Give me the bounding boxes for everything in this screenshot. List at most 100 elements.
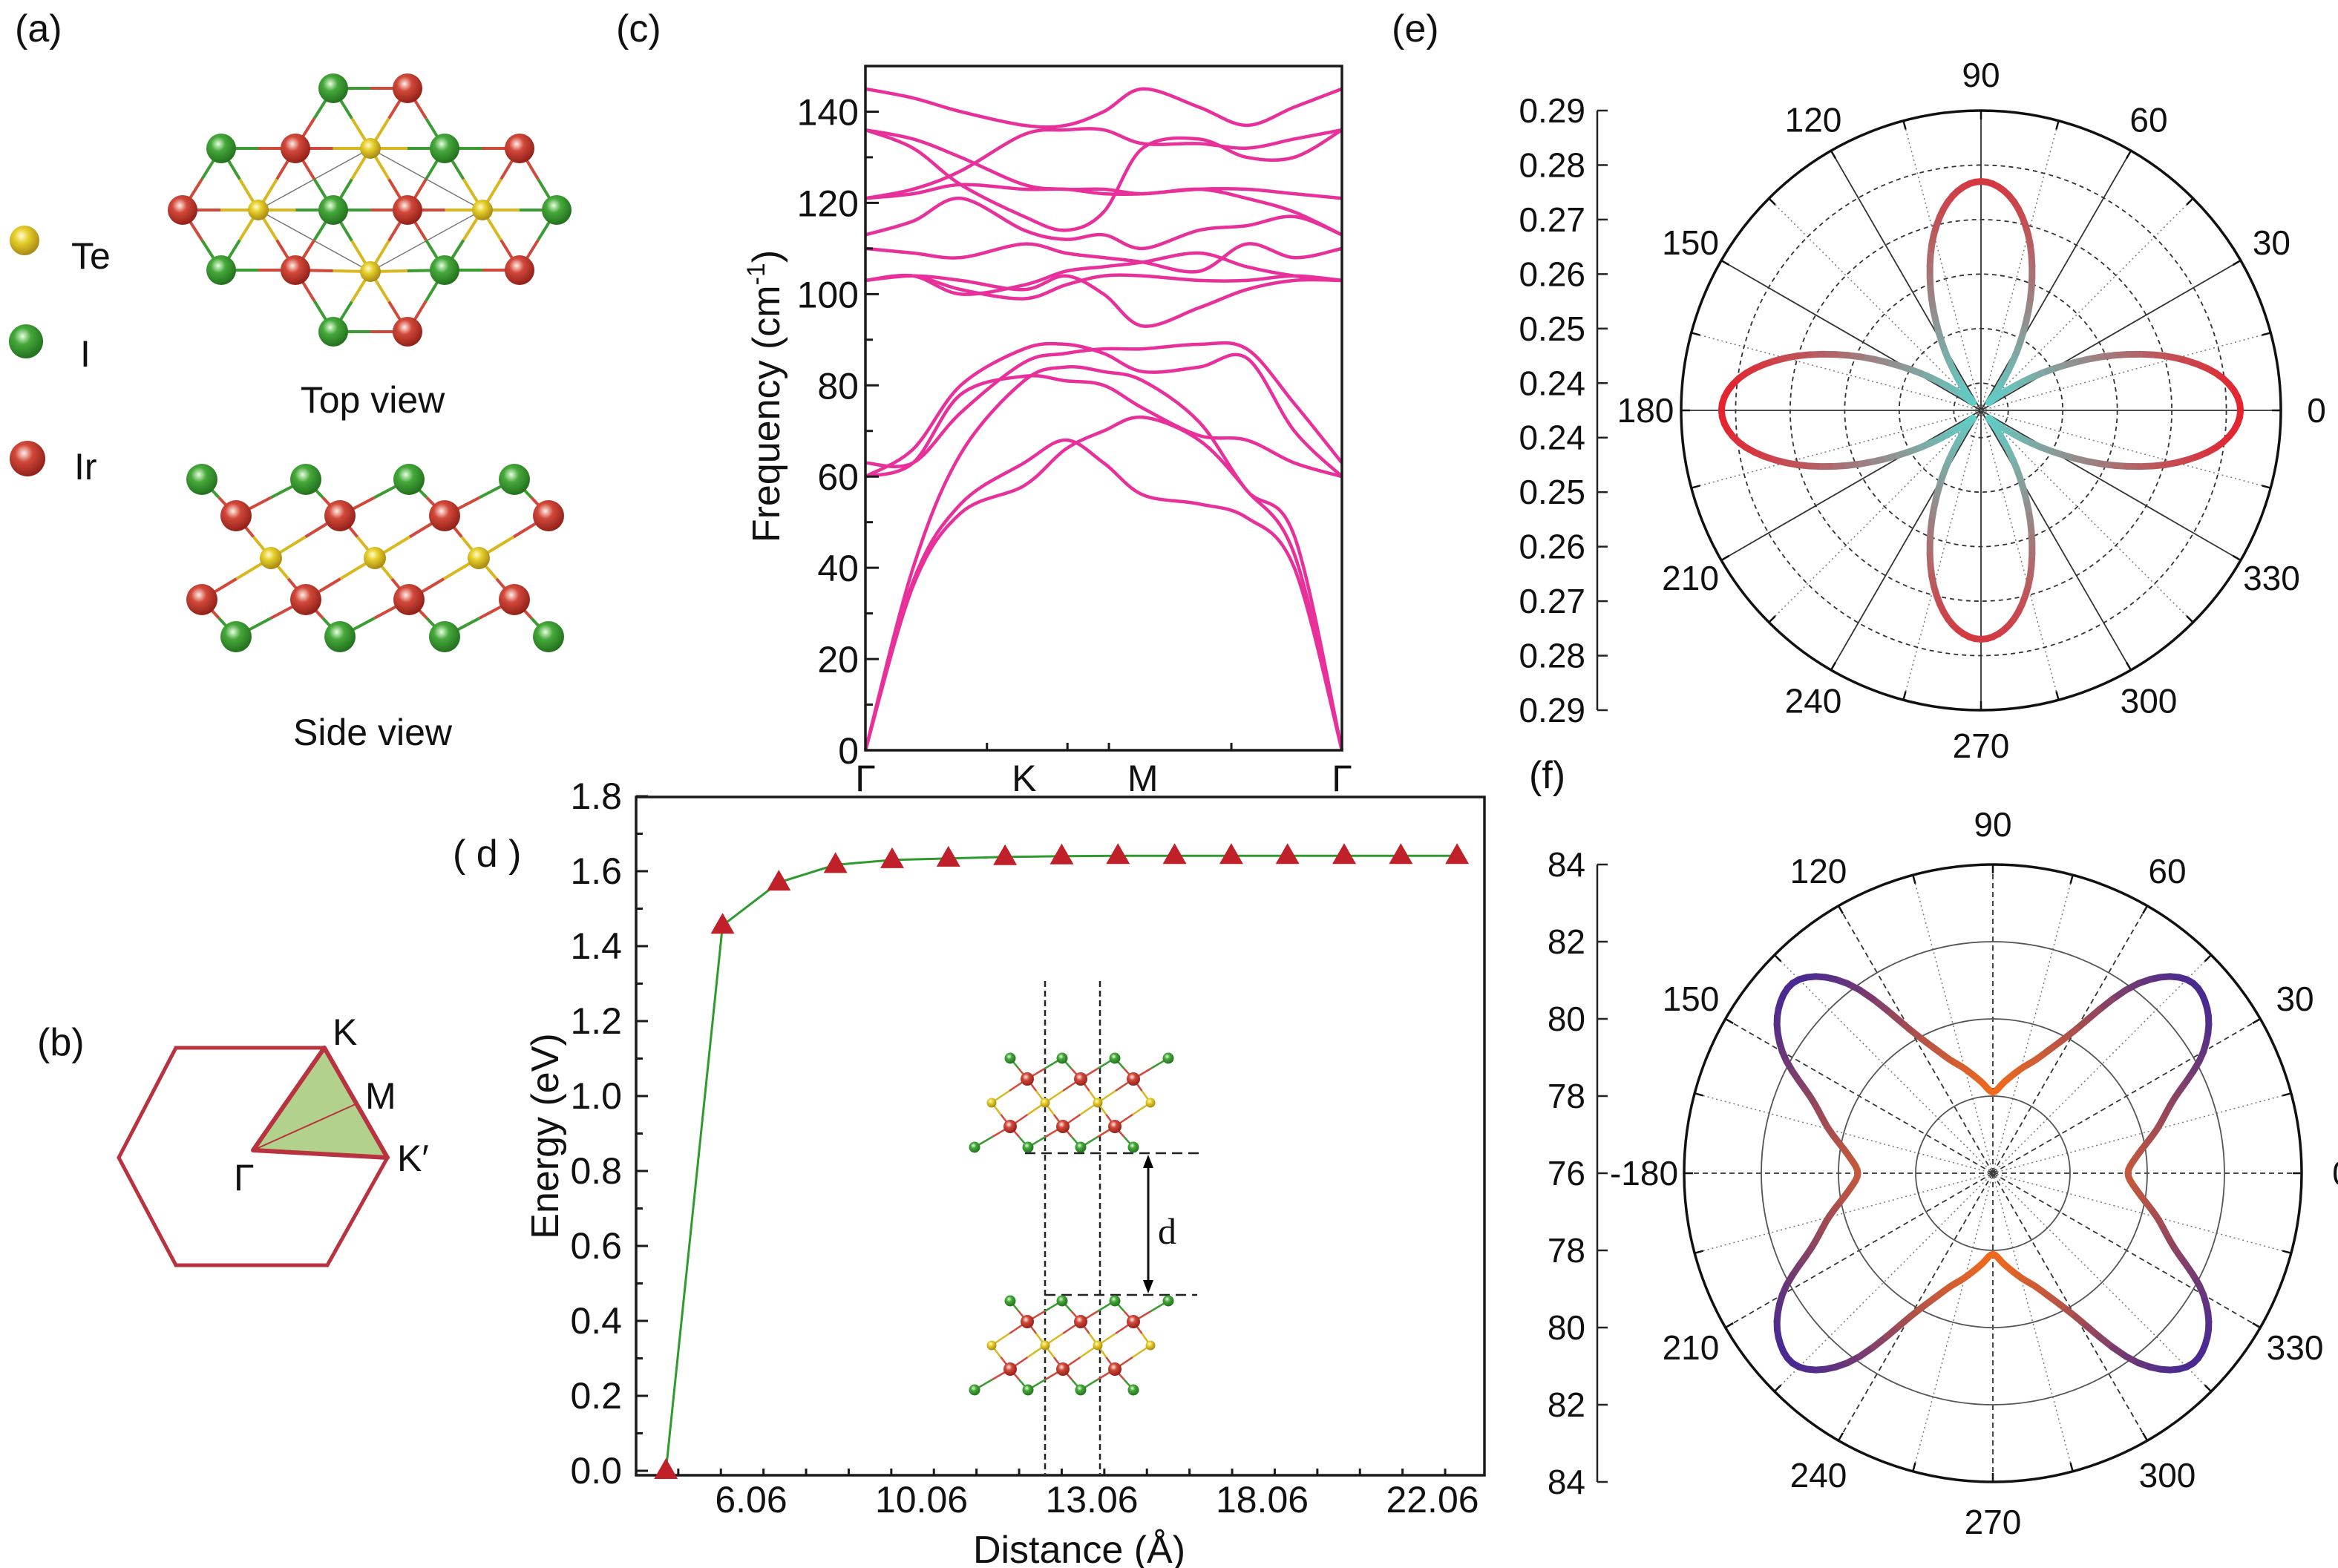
- i-atom: [318, 73, 348, 103]
- d-energy-line: [664, 854, 1458, 1472]
- c-plot-frame: [864, 65, 1343, 752]
- d-data-point: [1106, 843, 1130, 865]
- i-atom: [969, 1141, 980, 1153]
- d-y-tick-label: 1.0: [570, 1075, 622, 1117]
- ir-atom: [499, 584, 530, 615]
- i-atom: [1109, 1052, 1121, 1064]
- legend-i-label: I: [80, 333, 91, 375]
- phonon-band-15: [865, 128, 1343, 237]
- f-radial-ring: [1838, 1018, 2148, 1328]
- phonon-band-6: [865, 341, 1343, 469]
- top-view-label: Top view: [301, 379, 445, 421]
- ir-atom: [393, 195, 422, 225]
- phonon-band-16: [865, 87, 1343, 129]
- e-angle-gridline: [1980, 410, 2060, 701]
- d-data-point: [1050, 843, 1074, 865]
- ir-atom: [1003, 1120, 1017, 1133]
- e-angle-gridline: [1980, 410, 2132, 671]
- i-atom: [1022, 1141, 1034, 1153]
- e-radial-tick-label: 0.28: [1519, 637, 1585, 675]
- ir-atom: [281, 255, 310, 285]
- panel-label-d: ( d ): [453, 833, 521, 876]
- e-curve-segment: [2236, 407, 2244, 421]
- f-angle-label: 120: [1790, 852, 1847, 890]
- e-radial-tick-label: 0.24: [1519, 364, 1585, 402]
- ir-atom: [168, 195, 197, 225]
- ir-atom: [1127, 1315, 1140, 1328]
- e-angle-tick: [2262, 332, 2271, 336]
- c-ylabel-superscript: -1: [742, 263, 770, 285]
- brillouin-zone: K M Γ K′: [117, 1011, 429, 1267]
- i-atom: [186, 464, 217, 495]
- f-angle-tick: [1837, 905, 1844, 914]
- e-angle-gridline: [1980, 197, 2194, 411]
- bz-label-k-prime: K′: [397, 1138, 429, 1179]
- f-angle-tick: [2252, 1017, 2261, 1025]
- c-x-tick-label: Γ: [1332, 758, 1352, 799]
- e-angle-gridline: [1980, 260, 2242, 411]
- f-angle-label: 300: [2139, 1456, 2196, 1495]
- ir-atom: [1021, 1315, 1034, 1328]
- bz-label-k: K: [333, 1011, 357, 1053]
- inset-distance-label: d: [1158, 1210, 1176, 1252]
- f-angle-tick: [2204, 1384, 2213, 1393]
- e-radial-tick-label: 0.28: [1519, 145, 1585, 184]
- i-atom: [499, 464, 530, 495]
- f-angle-label: 150: [1663, 980, 1720, 1018]
- legend-i-atom: [9, 324, 43, 358]
- te-atom: [1040, 1098, 1050, 1108]
- d-y-axis-title: Energy (eV): [524, 1033, 567, 1239]
- legend-ir-atom: [10, 441, 45, 476]
- e-angle-label: 330: [2243, 559, 2300, 597]
- f-angle-tick: [1912, 1462, 1916, 1472]
- te-atom: [1093, 1098, 1103, 1108]
- phonon-band-1: [863, 438, 1344, 751]
- phonon-band-13: [865, 127, 1343, 200]
- f-angle-label: 240: [1790, 1456, 1847, 1495]
- phonon-band-9: [865, 273, 1343, 301]
- panel-label-a: (a): [15, 7, 62, 50]
- ir-atom: [1108, 1362, 1121, 1376]
- te-atom: [360, 261, 381, 282]
- d-x-tick-label: 10.06: [875, 1479, 968, 1521]
- f-radial-ring: [1915, 1095, 2071, 1251]
- i-atom: [1075, 1384, 1087, 1396]
- e-angle-label: 240: [1785, 681, 1842, 720]
- ir-atom: [1074, 1072, 1087, 1086]
- e-radial-tick-label: 0.27: [1519, 582, 1585, 620]
- f-angle-tick: [2252, 1322, 2261, 1329]
- phonon-band-3: [863, 364, 1344, 751]
- e-angle-tick: [1691, 485, 1700, 489]
- legend-te-label: Te: [71, 235, 111, 277]
- te-atom: [1145, 1340, 1156, 1351]
- c-x-tick-label: K: [1012, 758, 1036, 799]
- gamma-m-line: [252, 1103, 356, 1151]
- i-atom: [318, 317, 348, 347]
- lower-layer: [969, 1295, 1174, 1396]
- c-ylabel-main: Frequency (cm: [745, 285, 788, 542]
- e-radial-ring: [1735, 164, 2227, 657]
- ir-atom: [393, 73, 422, 103]
- e-angle-gridline: [1691, 332, 1982, 411]
- d-y-tick-label: 1.6: [570, 850, 622, 892]
- i-atom: [1127, 1384, 1139, 1396]
- atom-legend: Te I Ir: [9, 226, 111, 488]
- c-x-tick-label: M: [1127, 758, 1159, 799]
- e-data-curve: [1718, 177, 2244, 643]
- te-atom: [468, 547, 490, 569]
- d-y-tick-label: 0.2: [570, 1375, 622, 1417]
- f-radial-tick-label: 78: [1548, 1077, 1585, 1115]
- f-radial-tick-label: 84: [1548, 845, 1585, 884]
- d-data-point: [1219, 843, 1243, 865]
- e-angle-tick: [1720, 554, 1730, 562]
- e-angle-tick: [2055, 120, 2060, 130]
- e-angle-tick: [1902, 691, 1907, 701]
- d-data-point: [1445, 843, 1470, 865]
- ir-atom: [1021, 1072, 1034, 1086]
- e-angle-tick: [2055, 691, 2060, 701]
- e-angle-tick: [2125, 661, 2132, 671]
- f-radial-tick-label: 78: [1548, 1231, 1585, 1270]
- i-atom: [1109, 1295, 1121, 1307]
- d-data-point: [936, 845, 960, 867]
- f-radial-tick-label: 82: [1548, 1385, 1585, 1424]
